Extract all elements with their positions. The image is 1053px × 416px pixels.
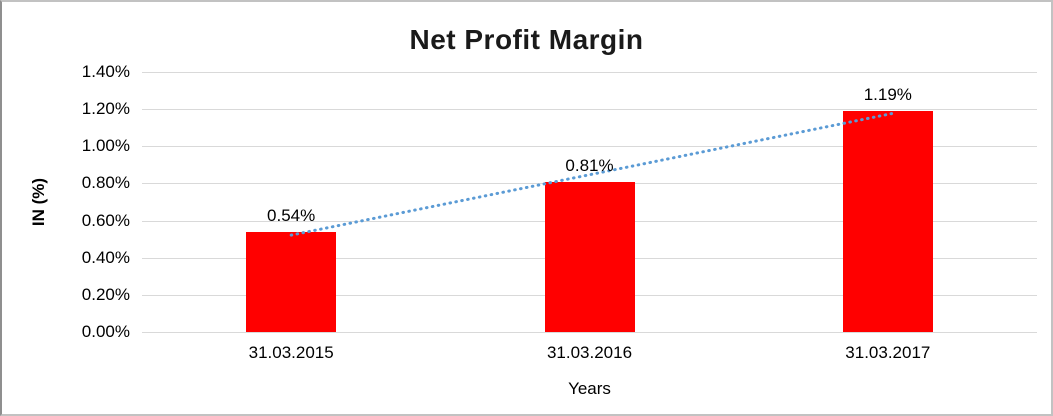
gridline [142, 72, 1037, 73]
plot-area: 0.54% 0.81% 1.19% [142, 72, 1037, 333]
y-axis-title-text: IN (%) [29, 177, 49, 227]
data-label: 0.54% [267, 205, 316, 225]
y-tick-label: 0.00% [81, 322, 130, 341]
y-tick-label: 1.40% [81, 62, 130, 81]
chart-title: Net Profit Margin [409, 24, 644, 55]
data-label: 0.81% [565, 155, 614, 175]
y-tick-label: 0.20% [81, 285, 130, 304]
y-tick-label: 0.40% [81, 248, 130, 267]
y-tick-label: 1.00% [81, 136, 130, 155]
gridline [142, 109, 1037, 110]
data-label: 1.19% [863, 85, 912, 104]
trendline-path [289, 111, 895, 237]
y-tick-label: 0.80% [81, 173, 130, 192]
x-axis-title: Years [568, 379, 611, 398]
y-tick-label: 0.60% [81, 211, 130, 230]
y-tick-label: 1.20% [81, 99, 130, 118]
bar [246, 231, 337, 332]
gridline [142, 146, 1037, 147]
x-tick-label: 31.03.2017 [845, 343, 931, 362]
trendline [289, 111, 895, 237]
y-axis-title: IN (%) [26, 72, 52, 332]
bar [544, 181, 635, 332]
x-tick-label: 31.03.2015 [248, 343, 334, 362]
bar [842, 111, 933, 332]
gridline [142, 332, 1037, 333]
x-tick-label: 31.03.2016 [546, 343, 633, 362]
